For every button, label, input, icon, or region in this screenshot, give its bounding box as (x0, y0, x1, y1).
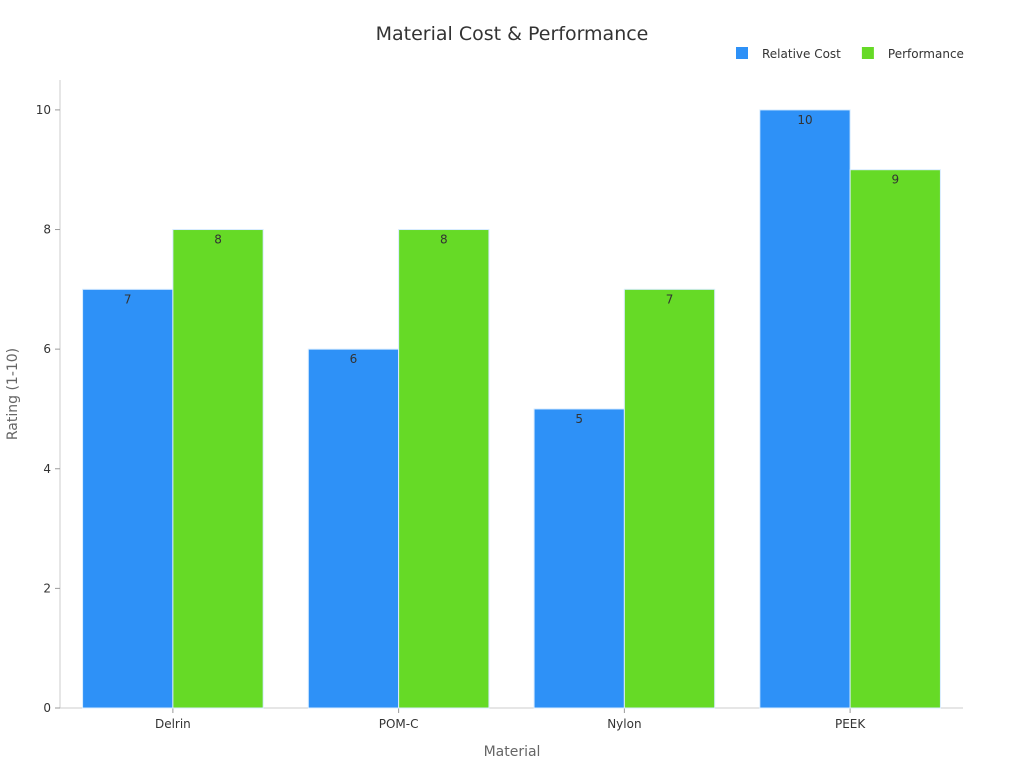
y-tick-label: 6 (43, 342, 51, 356)
y-tick-label: 2 (43, 581, 51, 595)
x-tick-label: POM-C (379, 717, 419, 731)
legend-label[interactable]: Performance (888, 47, 964, 61)
bar-performance[interactable] (172, 229, 264, 709)
legend-swatch (861, 47, 874, 59)
legend: Relative Cost Performance (736, 47, 964, 61)
y-tick-label: 10 (36, 103, 51, 117)
bar-performance[interactable] (849, 169, 941, 709)
data-label: 7 (124, 292, 132, 306)
bar-performance[interactable] (398, 229, 490, 709)
y-tick-label: 0 (43, 701, 51, 715)
data-label: 9 (891, 173, 899, 187)
x-tick-label: PEEK (835, 717, 866, 731)
y-tick-label: 8 (43, 223, 51, 237)
x-tick-label: Delrin (155, 717, 191, 731)
data-label: 6 (350, 352, 358, 366)
bar-relative-cost[interactable] (82, 288, 174, 709)
bar-relative-cost[interactable] (533, 408, 625, 709)
legend-label[interactable]: Relative Cost (762, 47, 841, 61)
chart-title: Material Cost & Performance (376, 23, 649, 45)
bars: 7 8 6 8 5 7 10 9 (82, 109, 941, 709)
x-axis-label: Material (484, 744, 541, 760)
data-label: 8 (214, 233, 222, 247)
y-tick-label: 4 (43, 462, 51, 476)
y-axis-label: Rating (1-10) (5, 348, 21, 440)
bar-performance[interactable] (623, 288, 716, 709)
data-label: 5 (575, 412, 583, 426)
legend-swatch (736, 47, 748, 59)
bar-relative-cost[interactable] (307, 348, 400, 709)
x-tick-label: Nylon (607, 717, 641, 731)
bar-relative-cost[interactable] (759, 109, 851, 709)
data-label: 7 (666, 292, 674, 306)
data-label: 10 (797, 113, 812, 127)
data-label: 8 (440, 233, 448, 247)
